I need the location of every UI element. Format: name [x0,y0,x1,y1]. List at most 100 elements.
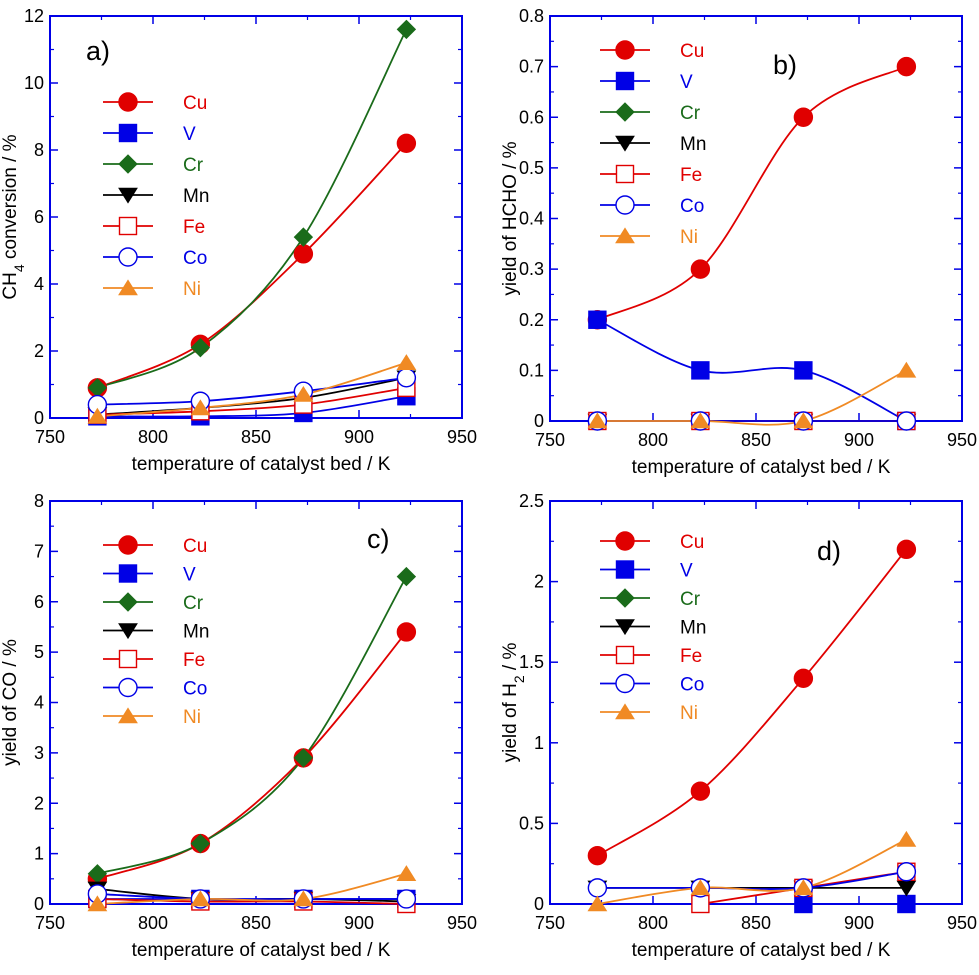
legend-marker [615,531,635,551]
series-line-cu [97,631,408,880]
plot-area [87,566,417,914]
legend-marker [118,677,138,698]
data-point-cu [587,845,608,866]
data-point-ni [293,385,314,402]
data-point-ni [587,895,608,912]
legend-marker [118,592,138,612]
legend-marker [615,645,635,665]
x-tick-label: 850 [241,913,271,933]
series-line-co [597,870,907,890]
legend-marker [118,623,138,640]
data-point-cr [396,19,417,40]
legend-label: V [183,124,196,145]
legend-item-cr: Cr [103,592,204,614]
series-line-ni [597,369,907,426]
y-tick-label: 1 [534,733,544,753]
y-tick-label: 10 [24,73,44,93]
x-tick-label: 900 [844,913,874,933]
data-point-ni [396,865,417,882]
x-tick-label: 900 [344,913,374,933]
legend-label: V [680,561,693,582]
x-tick-label: 850 [741,430,771,450]
legend-marker [118,279,138,296]
data-point-co [396,889,417,909]
x-tick-label: 950 [447,913,477,933]
legend-item-cr: Cr [103,154,204,176]
series-line-cu [596,548,908,857]
legend-marker [118,247,138,267]
legend-item-mn: Mn [103,186,209,207]
plot-area [87,19,417,426]
legend-item-cu: Cu [600,40,704,62]
legend: Cu V Cr Mn Fe Co Ni [103,535,209,728]
legend-marker [118,535,138,555]
legend-marker [615,40,635,60]
data-point-ni [87,895,108,912]
y-tick-label: 0 [34,894,44,914]
legend-item-ni: Ni [600,227,698,248]
series-line-v [596,318,907,422]
plot-area [587,539,917,914]
y-tick-label: 0.7 [519,57,544,77]
data-point-cr [293,227,314,247]
y-tick-label: 2.5 [519,491,544,511]
data-point-v [794,361,813,380]
y-tick-label: 0.3 [519,259,544,279]
x-tick-label: 750 [535,913,565,933]
legend-marker [615,560,635,579]
y-tick-label: 0 [34,408,44,428]
legend-item-mn: Mn [600,134,706,155]
data-point-co [896,411,917,431]
plot-frame [549,15,963,422]
chart-panel-3: 750 800 850 900 950 0 1 2 3 4 5 6 7 8 temperature of c… [0,491,477,961]
series-line-cr [97,29,408,389]
series-line-ni [97,872,407,905]
legend-label: V [183,565,196,586]
x-tick-label: 900 [844,430,874,450]
y-tick-label: 0.1 [519,360,544,380]
legend-marker [615,195,635,215]
legend-marker [615,102,635,122]
legend-marker [118,154,138,174]
legend-marker [118,92,138,112]
y-axis-label: CH4 conversion / % [0,134,27,299]
plot-frame [49,500,463,905]
y-tick-label: 1.5 [519,652,544,672]
y-tick-label: 0 [534,894,544,914]
legend-label: Cu [680,41,704,62]
y-tick-label: 0.2 [519,310,544,330]
legend-label: Mn [680,134,706,155]
x-tick-label: 800 [638,913,668,933]
data-point-ni [587,412,608,429]
data-point-v [897,894,916,914]
x-axis-label: temperature of catalyst bed / K [132,940,391,961]
data-point-cu [690,259,711,279]
legend: Cu V Cr Mn Fe Co Ni [103,92,209,300]
y-tick-label: 0.8 [519,6,544,26]
y-tick-label: 2 [534,572,544,592]
series-line-fe [97,898,407,905]
legend-marker [615,227,635,244]
legend-label: Cu [183,536,207,557]
legend-label: Fe [183,650,205,671]
y-tick-label: 3 [34,743,44,763]
series-line-co [97,376,407,406]
y-tick-label: 6 [34,207,44,227]
data-point-ni [190,890,211,907]
x-tick-label: 900 [344,427,374,447]
data-point-co [587,878,608,898]
legend-item-cu: Cu [103,535,207,557]
legend-label: Fe [680,165,702,186]
x-tick-label: 750 [35,427,65,447]
y-tick-label: 7 [34,541,44,561]
y-tick-label: 5 [34,642,44,662]
legend-item-cr: Cr [600,102,701,124]
legend-marker [118,216,138,236]
series-line-cu [97,142,408,389]
y-tick-label: 12 [24,6,44,26]
x-tick-label: 850 [741,913,771,933]
legend-label: Cu [680,532,704,553]
data-point-cu [690,781,711,801]
legend-item-v: V [103,123,196,145]
